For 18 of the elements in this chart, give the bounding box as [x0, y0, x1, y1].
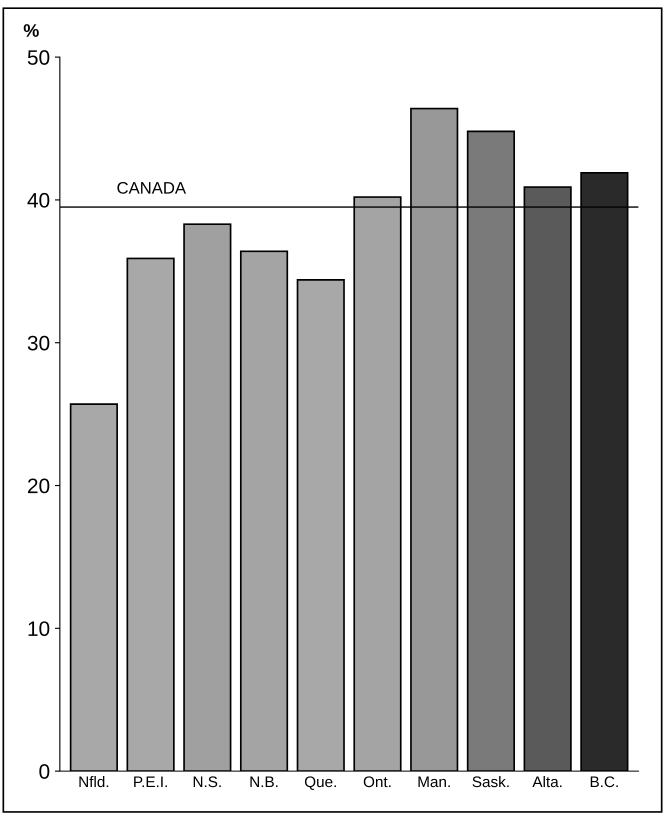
x-tick-label: P.E.I. [134, 776, 167, 788]
x-tick-label: Nfld. [79, 776, 108, 788]
x-tick-label: Ont. [364, 776, 391, 788]
x-tick-label: Que. [304, 776, 336, 790]
y-tick-label: 50 [28, 50, 50, 65]
y-axis-title: % [24, 24, 39, 37]
y-tick-label: 0 [39, 764, 50, 779]
x-tick-label: B.C. [590, 776, 618, 788]
x-tick-label: N.S. [194, 776, 221, 788]
x-tick-label: N.B. [250, 776, 278, 788]
x-tick-label: Man. [418, 776, 450, 788]
x-tick-label: Alta. [532, 776, 562, 788]
y-tick-label: 20 [28, 478, 50, 494]
ref-line-label: CANADA [117, 182, 186, 194]
y-tick-label: 30 [28, 336, 50, 350]
y-tick-label: 10 [28, 621, 50, 636]
y-tick-label: 40 [27, 192, 50, 208]
x-tick-label: Sask. [472, 776, 509, 788]
